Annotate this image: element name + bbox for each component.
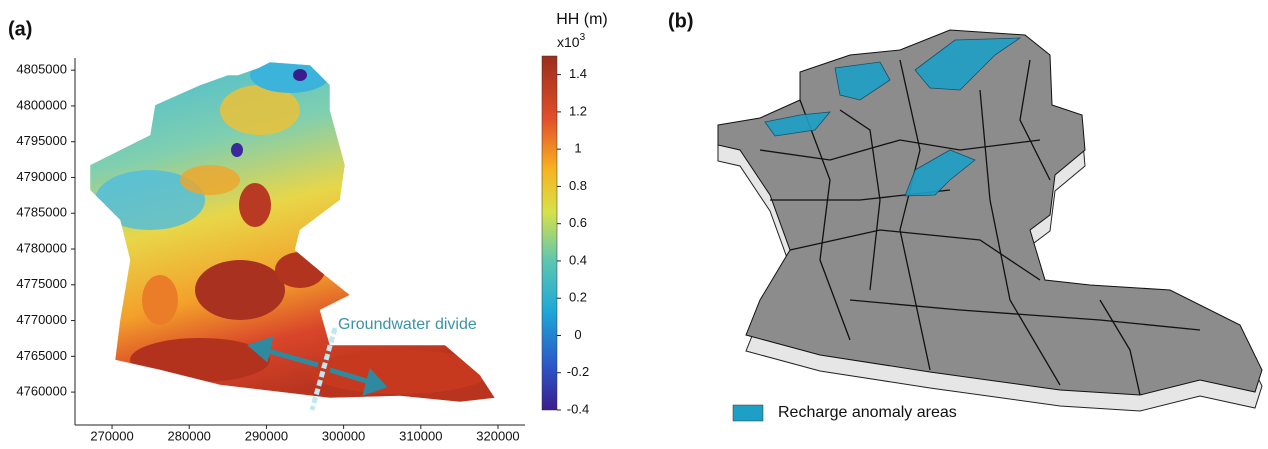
colorbar-tick-label: 0.4 xyxy=(569,252,587,267)
x-tick-label: 270000 xyxy=(90,428,133,443)
panel-label: (a) xyxy=(8,18,32,40)
y-tick-label: 4795000 xyxy=(16,133,67,148)
legend-swatch xyxy=(733,405,763,421)
panel-label: (b) xyxy=(668,10,694,32)
colorbar-tick-label: 0.2 xyxy=(569,290,587,305)
colorbar-tick-label: 0.6 xyxy=(569,215,587,230)
y-tick-label: 4780000 xyxy=(16,240,67,255)
y-tick-label: 4785000 xyxy=(16,205,67,220)
y-tick-label: 4790000 xyxy=(16,169,67,184)
colorbar-tick-label: -0.4 xyxy=(567,401,589,416)
y-tick-label: 4770000 xyxy=(16,312,67,327)
colorbar-tick-label: 1 xyxy=(574,141,581,156)
multiplier: x10 xyxy=(557,34,580,50)
figure: (a) (b) Groundwater divide HH (m) x103 xyxy=(0,0,1268,444)
x-tick-label: 280000 xyxy=(168,428,211,443)
x-tick-label: 300000 xyxy=(322,428,365,443)
y-tick-label: 4800000 xyxy=(16,97,67,112)
colorbar-title: HH (m) xyxy=(556,11,608,28)
y-tick-label: 4775000 xyxy=(16,276,67,291)
y-tick-label: 4760000 xyxy=(16,384,67,399)
legend-label: Recharge anomaly areas xyxy=(778,404,957,421)
x-tick-label: 310000 xyxy=(399,428,442,443)
x-tick-label: 290000 xyxy=(245,428,288,443)
y-tick-label: 4765000 xyxy=(16,348,67,363)
colorbar-tick-label: 0.8 xyxy=(569,178,587,193)
colorbar xyxy=(542,56,557,410)
exponent: 3 xyxy=(580,32,586,43)
y-tick-label: 4805000 xyxy=(16,62,67,77)
colorbar-tick-label: 0 xyxy=(574,327,581,342)
x-tick-label: 320000 xyxy=(476,428,519,443)
colorbar-tick-label: 1.2 xyxy=(569,103,587,118)
colorbar-tick-label: 1.4 xyxy=(569,66,587,81)
colorbar-multiplier: x103 xyxy=(557,32,586,50)
annotation: Groundwater divide xyxy=(338,316,477,333)
colorbar-tick-label: -0.2 xyxy=(567,364,589,379)
model-3d xyxy=(718,30,1262,411)
